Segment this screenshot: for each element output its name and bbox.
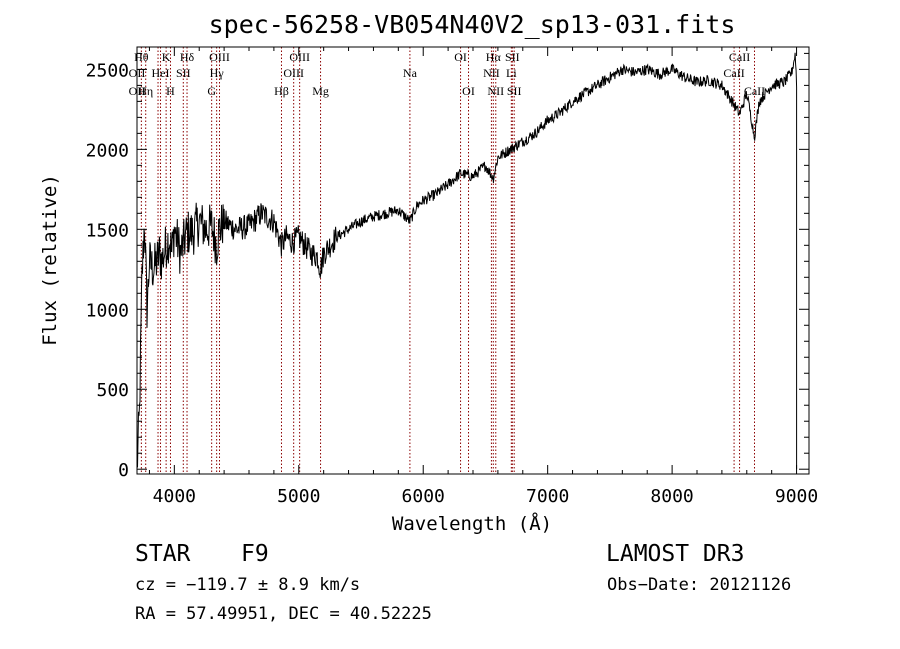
line-label-8662: CaII [744,84,765,98]
line-label-4340: Hγ [210,66,225,80]
line-label-6300: OI [454,50,467,64]
line-label-6716: SII [505,50,520,64]
x-tick-label-6000: 6000 [402,486,445,507]
x-tick-label-8000: 8000 [650,486,693,507]
y-tick-label-2500: 2500 [86,60,129,81]
x-axis-ticks: 4000 5000 6000 7000 8000 9000 [148,47,818,507]
line-label-4861: Hβ [274,84,289,98]
line-label-3934: K [162,50,171,64]
survey-name: LAMOST DR3 [606,541,744,567]
y-axis-label: Flux (relative) [39,174,61,346]
x-tick-label-5000: 5000 [277,486,320,507]
spectrum-series-line [136,52,798,470]
y-tick-label-500: 500 [96,380,129,401]
line-label-4300: G [207,84,216,98]
line-label-5175: Mg [312,84,329,98]
x-axis-label: Wavelength (Å) [392,512,552,535]
line-label-8498: CaII [723,66,744,80]
line-label-8542: CaII [729,50,750,64]
ra-dec-coords: RA = 57.49951, DEC = 40.52225 [135,604,432,624]
observation-date: Obs−Date: 20121126 [607,575,791,595]
y-axis-ticks: 0 500 1000 1500 2000 2500 [86,52,809,481]
line-label-4959: OIII [283,66,304,80]
line-label-4102: Hδ [180,50,195,64]
x-tick-label-4000: 4000 [153,486,196,507]
y-tick-label-1500: 1500 [86,220,129,241]
line-label-6563: Hα [486,50,502,64]
object-class: STAR [135,541,191,567]
line-label-6548: NII [483,66,500,80]
line-label-4363: OIII [209,50,230,64]
y-tick-label-1000: 1000 [86,300,129,321]
chart-title: spec-56258-VB054N40V2_sp13-031.fits [209,10,736,39]
line-label-6583: NII [487,84,504,98]
y-tick-label-0: 0 [118,460,129,481]
y-tick-label-2000: 2000 [86,140,129,161]
line-label-6364: OI [462,84,475,98]
line-label-6731: SII [507,84,522,98]
line-label-6708: Li [506,66,517,80]
redshift-cz: cz = −119.7 ± 8.9 km/s [135,575,360,595]
line-label-3770: Hη [138,84,153,98]
line-label-3969: H [166,84,175,98]
line-label-3889: HeI [152,66,170,80]
line-label-3735: Hθ [134,50,149,64]
line-label-5893: Na [403,66,418,80]
emission-line-markers [136,47,755,474]
line-label-5007: OIII [289,50,310,64]
x-tick-label-9000: 9000 [775,486,818,507]
line-label-4072: SII [176,66,191,80]
plot-frame [136,46,810,475]
object-subclass: F9 [241,541,269,567]
x-tick-label-7000: 7000 [526,486,569,507]
